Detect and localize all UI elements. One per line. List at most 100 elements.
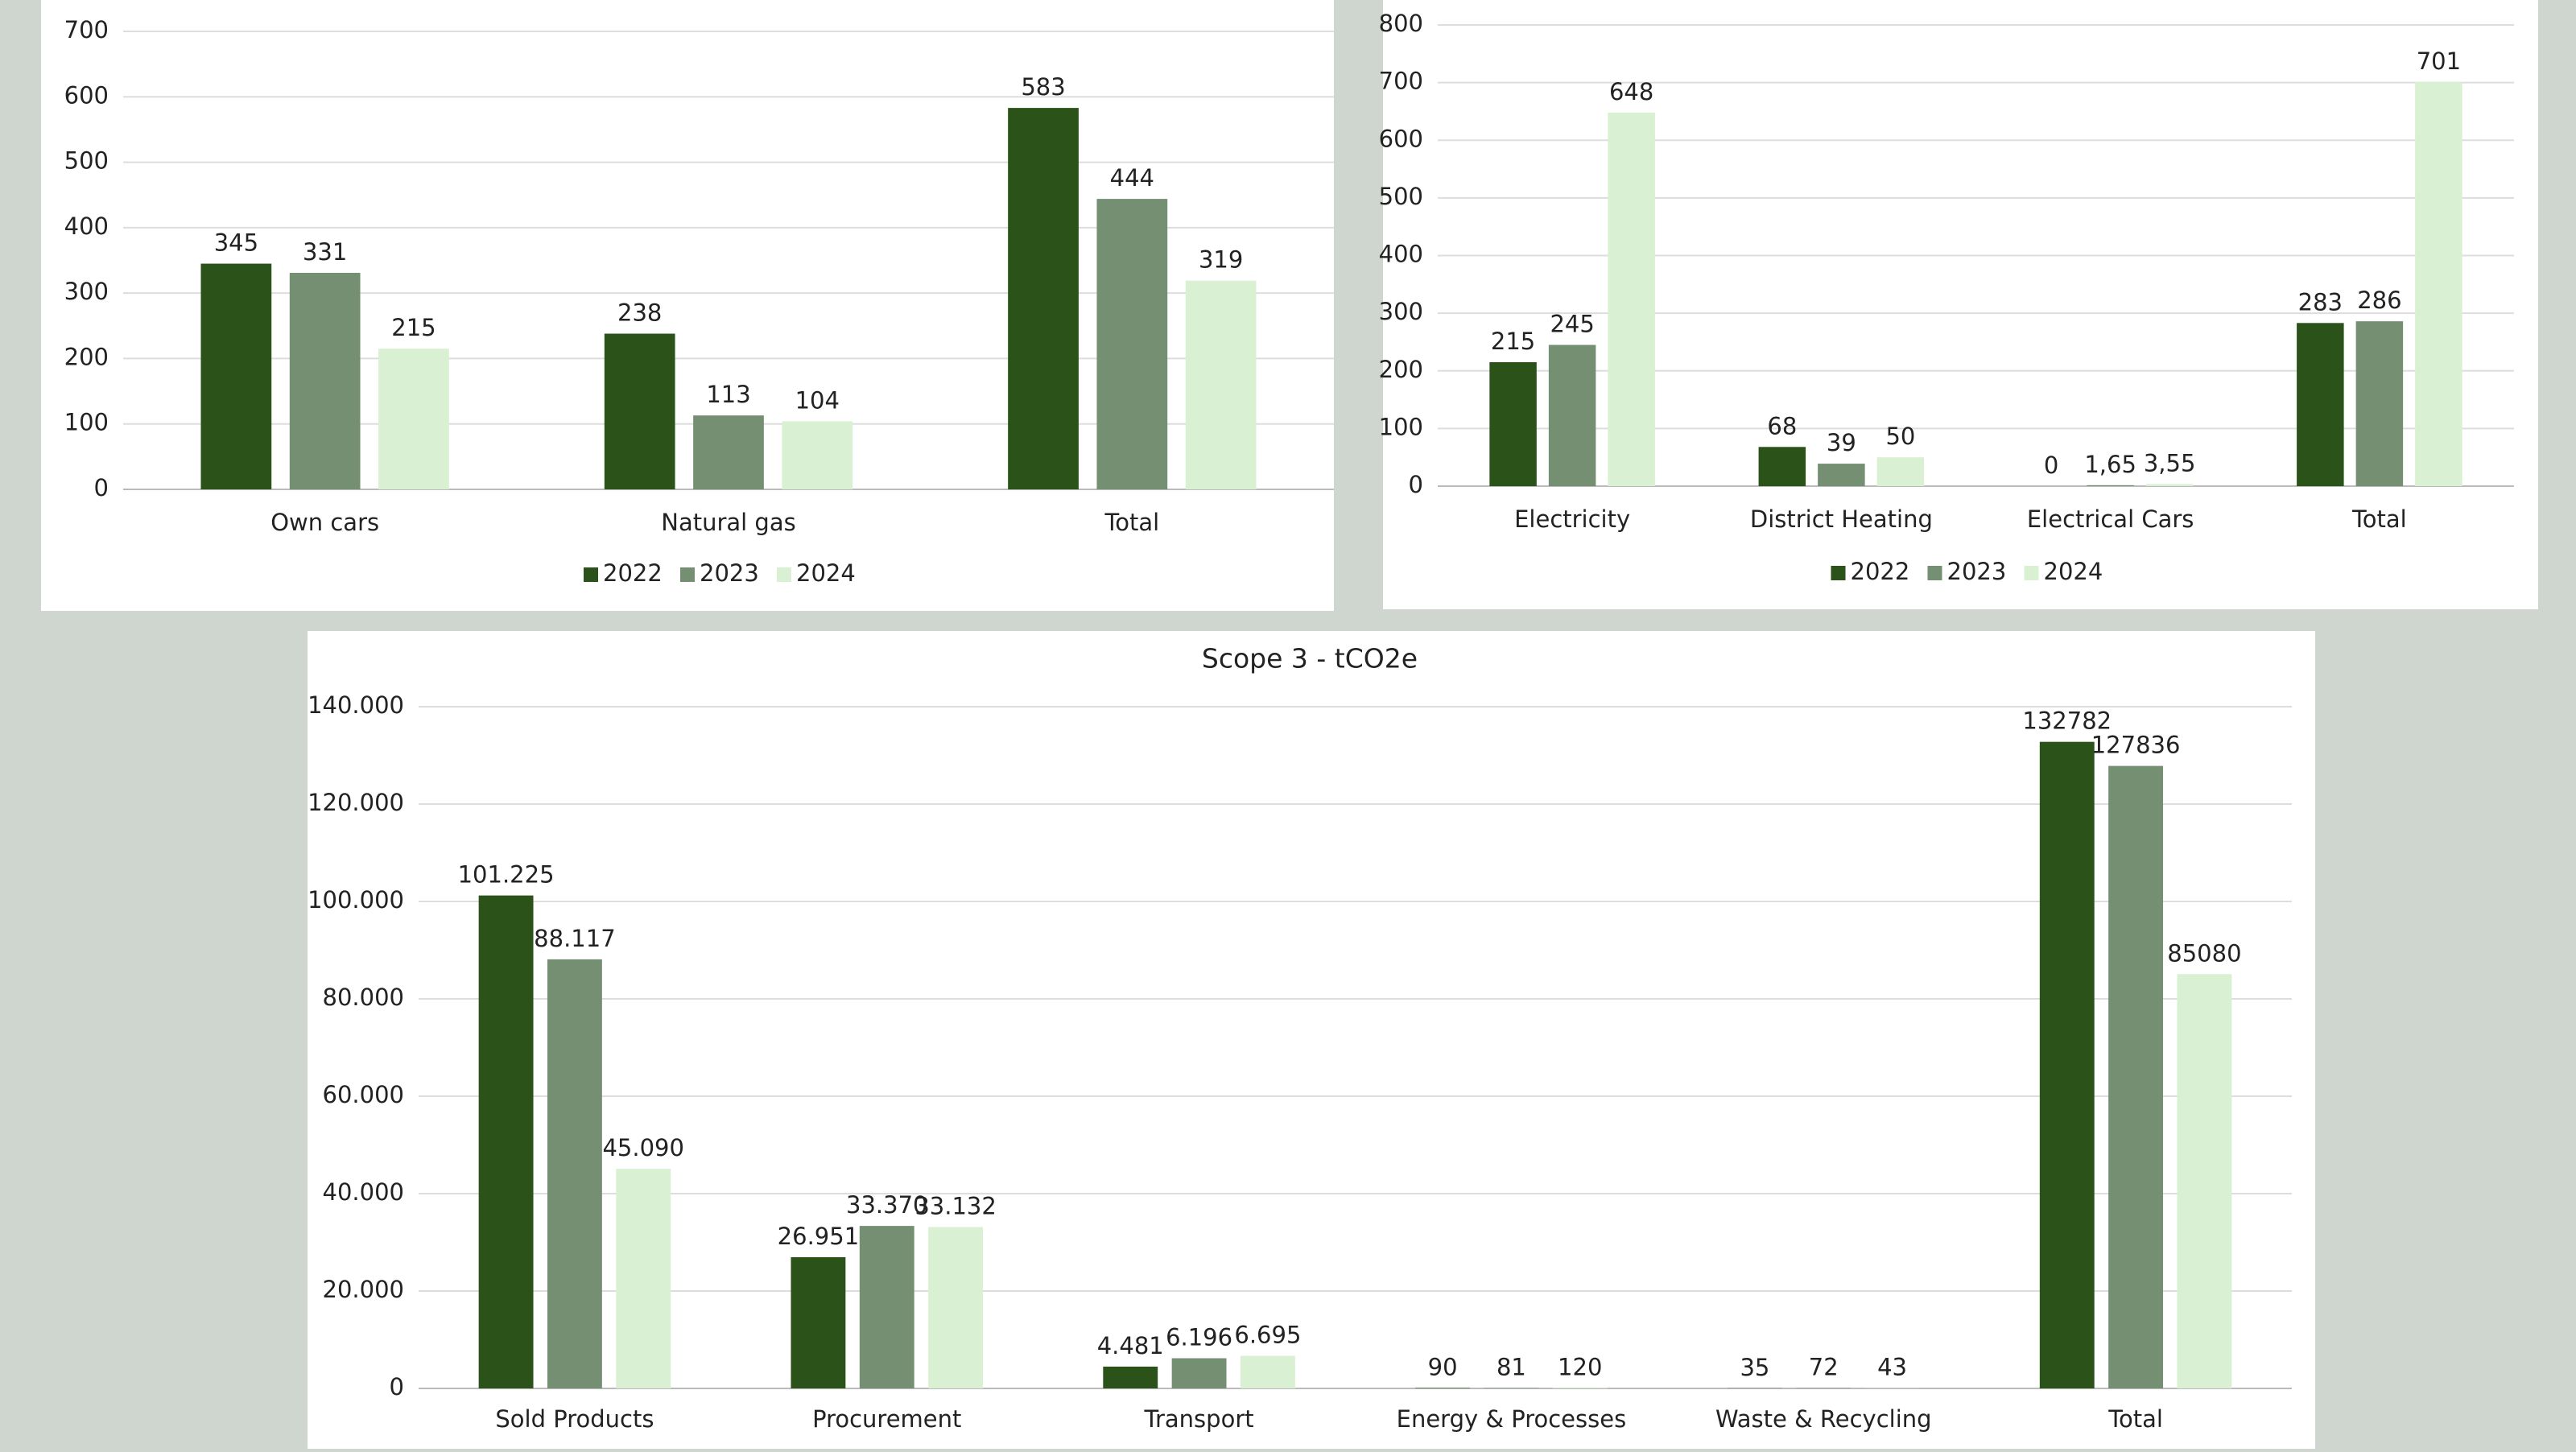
data-label: 127836 — [2091, 732, 2181, 759]
legend-label: 2022 — [603, 559, 663, 587]
bar — [1489, 362, 1536, 486]
bar — [782, 421, 852, 489]
y-tick-label: 800 — [1379, 10, 1423, 37]
legend-swatch — [1928, 566, 1942, 580]
data-label: 345 — [214, 229, 258, 257]
y-tick-label: 0 — [94, 474, 109, 501]
data-label: 85080 — [2167, 939, 2241, 967]
data-label: 101.225 — [458, 861, 555, 889]
data-label: 286 — [2357, 287, 2401, 314]
legend-label: 2023 — [700, 559, 759, 587]
data-label: 6.695 — [1234, 1321, 1301, 1348]
x-tick-label: Procurement — [812, 1405, 961, 1433]
bar — [2087, 485, 2133, 486]
y-tick-label: 600 — [64, 81, 109, 109]
x-tick-label: Total — [2351, 505, 2407, 533]
y-tick-label: 700 — [1379, 68, 1423, 95]
x-tick-label: Energy & Processes — [1397, 1405, 1627, 1433]
data-label: 0 — [2044, 452, 2058, 479]
data-label: 35 — [1740, 1354, 1769, 1381]
data-label: 331 — [303, 238, 347, 266]
bar — [1172, 1359, 1227, 1388]
data-label: 90 — [1428, 1353, 1458, 1380]
data-label: 81 — [1496, 1354, 1526, 1381]
y-tick-label: 600 — [1379, 125, 1423, 152]
legend-label: 2024 — [2044, 558, 2103, 585]
y-tick-label: 80.000 — [323, 984, 404, 1011]
data-label: 444 — [1110, 164, 1154, 192]
data-label: 4.481 — [1097, 1332, 1164, 1359]
data-label: 215 — [391, 314, 436, 341]
y-tick-label: 700 — [64, 16, 109, 43]
bar — [2146, 484, 2193, 486]
y-tick-label: 100 — [1379, 413, 1423, 440]
data-label: 319 — [1199, 246, 1243, 274]
data-label: 113 — [706, 381, 750, 408]
legend-swatch — [1831, 566, 1846, 580]
bar — [1096, 199, 1167, 489]
x-tick-label: Transport — [1144, 1405, 1254, 1433]
data-label: 88.117 — [534, 925, 615, 952]
bar — [1241, 1355, 1295, 1388]
data-label: 283 — [2298, 288, 2343, 316]
x-tick-label: Total — [2107, 1405, 2163, 1433]
y-tick-label: 40.000 — [323, 1178, 404, 1206]
y-tick-label: 100 — [64, 409, 109, 436]
bar — [2177, 974, 2231, 1388]
bar — [791, 1257, 845, 1388]
x-tick-label: Natural gas — [661, 509, 795, 536]
panel — [308, 631, 2315, 1449]
bar — [2415, 82, 2462, 486]
data-label: 50 — [1885, 423, 1915, 450]
data-label: 33.132 — [914, 1193, 996, 1220]
data-label: 648 — [1609, 78, 1653, 105]
legend-swatch — [680, 567, 695, 582]
legend-label: 2022 — [1851, 558, 1910, 585]
bar — [2108, 766, 2163, 1388]
bar — [1103, 1367, 1158, 1388]
bar — [693, 415, 764, 489]
data-label: 45.090 — [602, 1134, 683, 1161]
y-tick-label: 400 — [64, 212, 109, 240]
data-label: 132782 — [2022, 707, 2112, 735]
x-tick-label: District Heating — [1750, 505, 1933, 533]
x-tick-label: Total — [1104, 509, 1159, 536]
bar — [1818, 464, 1864, 486]
y-tick-label: 140.000 — [308, 691, 404, 719]
bar — [1549, 345, 1596, 486]
data-label: 3,55 — [2144, 449, 2196, 476]
x-tick-label: Electrical Cars — [2027, 505, 2194, 533]
y-tick-label: 60.000 — [323, 1081, 404, 1108]
legend-swatch — [777, 567, 791, 582]
bar — [1608, 113, 1654, 486]
data-label: 215 — [1491, 328, 1535, 355]
data-label: 72 — [1809, 1354, 1839, 1381]
data-label: 120 — [1558, 1353, 1602, 1380]
bar — [1186, 281, 1257, 489]
bar — [616, 1169, 671, 1388]
bar — [1877, 457, 1924, 486]
data-label: 701 — [2417, 47, 2461, 75]
bar — [605, 334, 675, 489]
bar — [547, 959, 602, 1388]
y-tick-label: 500 — [64, 147, 109, 175]
x-tick-label: Own cars — [270, 509, 379, 536]
chart-title: Scope 3 - tCO2e — [1202, 643, 1418, 674]
legend-label: 2023 — [1947, 558, 2007, 585]
x-tick-label: Sold Products — [495, 1405, 654, 1433]
bar — [1759, 447, 1806, 486]
bar — [2356, 321, 2403, 486]
data-label: 68 — [1767, 412, 1797, 439]
legend-label: 2024 — [796, 559, 856, 587]
x-tick-label: Electricity — [1514, 505, 1630, 533]
y-tick-label: 500 — [1379, 183, 1423, 210]
y-tick-label: 200 — [64, 343, 109, 370]
data-label: 238 — [617, 299, 662, 327]
bar — [201, 264, 272, 489]
y-tick-label: 0 — [1409, 471, 1423, 498]
bar — [928, 1227, 983, 1388]
y-tick-label: 0 — [390, 1373, 404, 1400]
y-tick-label: 400 — [1379, 241, 1423, 268]
bar — [2297, 323, 2343, 486]
